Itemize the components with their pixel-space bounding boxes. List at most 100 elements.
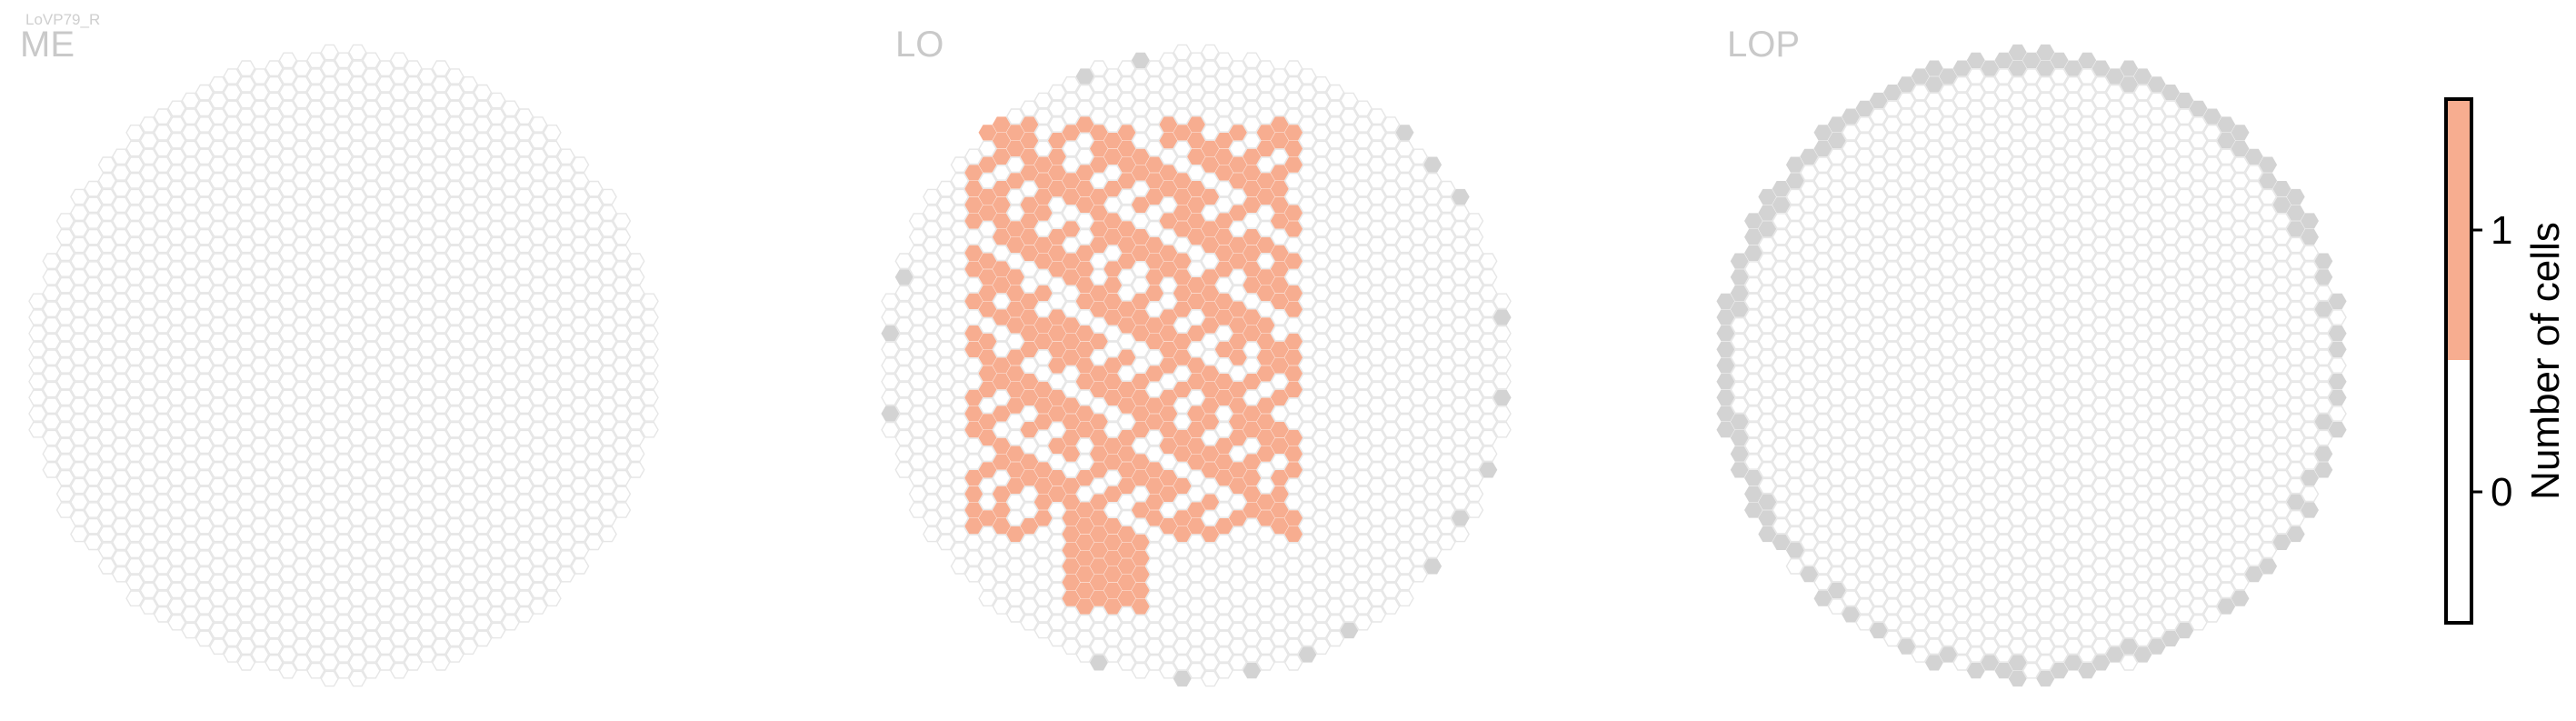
hex-column	[375, 542, 395, 558]
hex-column	[1423, 381, 1443, 398]
hex-column	[459, 124, 478, 141]
hex-column-count-1	[1159, 165, 1178, 181]
hex-column	[70, 236, 89, 254]
hex-column	[1938, 325, 1958, 342]
hex-column	[1144, 301, 1164, 317]
colorbar-title: Number of cells	[2523, 222, 2568, 500]
hex-column-edge	[1827, 582, 1846, 598]
hex-column	[55, 213, 75, 229]
hex-column	[1103, 646, 1123, 663]
hex-column	[1312, 494, 1331, 510]
hex-column	[2022, 245, 2042, 262]
hex-column	[1924, 381, 1944, 398]
hex-column	[570, 397, 590, 414]
hex-column	[2077, 486, 2097, 503]
hex-column	[2063, 188, 2083, 205]
hex-column	[1298, 116, 1317, 133]
hex-column	[543, 188, 562, 205]
hex-column	[1882, 502, 1902, 518]
hex-column	[1312, 75, 1331, 93]
hex-column	[501, 421, 520, 438]
hex-column	[543, 574, 562, 591]
hex-column	[1367, 429, 1387, 446]
hex-column	[459, 542, 478, 558]
hex-column-count-1	[1284, 156, 1303, 173]
hex-column	[2036, 574, 2055, 591]
hex-column	[1325, 116, 1345, 133]
hex-column	[1966, 421, 1986, 438]
hex-column	[404, 188, 423, 205]
hex-column	[950, 526, 970, 543]
hex-column-count-1	[1006, 397, 1025, 414]
hex-column	[292, 269, 312, 285]
hex-column	[1952, 381, 1972, 398]
hex-column	[334, 582, 354, 599]
hex-column	[1772, 357, 1791, 374]
hex-column	[964, 566, 983, 583]
hex-column	[1464, 454, 1484, 470]
hex-column	[2258, 317, 2278, 334]
hex-column	[1103, 406, 1123, 422]
hex-column-count-1	[1006, 317, 1025, 334]
hex-column-count-1	[1103, 181, 1123, 197]
hex-column	[2147, 381, 2166, 398]
hex-column	[1144, 60, 1164, 77]
hex-column	[543, 236, 562, 254]
hex-column	[2119, 606, 2139, 623]
hex-column	[375, 156, 395, 174]
hex-column	[2022, 165, 2042, 181]
hex-column	[1479, 269, 1498, 285]
hex-column-count-1	[1006, 349, 1025, 366]
hex-column	[626, 429, 645, 446]
hex-column-count-1	[1117, 125, 1136, 141]
hex-column	[556, 180, 576, 197]
hex-column	[1869, 462, 1888, 478]
hex-column	[1479, 301, 1498, 317]
hex-column	[2231, 236, 2250, 254]
hex-column	[2092, 414, 2111, 430]
hex-column	[445, 421, 464, 438]
hex-column	[292, 526, 312, 543]
hex-column	[950, 477, 970, 495]
hex-column-edge	[1493, 309, 1512, 325]
hex-column	[292, 75, 312, 93]
hex-column	[1367, 606, 1387, 623]
hex-column	[1144, 622, 1164, 639]
hex-column	[1340, 349, 1359, 366]
hex-column	[417, 276, 437, 294]
hex-column	[2050, 437, 2069, 455]
hex-column	[1952, 108, 1972, 125]
hex-column	[320, 44, 339, 61]
hex-column	[1911, 196, 1930, 214]
hex-column	[1075, 84, 1094, 101]
hex-column-count-1	[1187, 437, 1205, 454]
hex-column	[265, 301, 284, 317]
hex-column	[1882, 389, 1902, 406]
hex-column	[292, 236, 312, 254]
hex-column	[2147, 446, 2166, 462]
hex-column	[306, 469, 325, 486]
hex-column	[1047, 566, 1067, 583]
hex-column	[278, 261, 298, 277]
hex-column-edge	[2175, 92, 2194, 109]
hex-column	[445, 148, 464, 165]
hex-column	[1924, 414, 1944, 430]
hex-column	[181, 606, 200, 623]
hex-column	[362, 132, 381, 149]
hex-column	[1367, 333, 1387, 350]
hex-column	[1186, 309, 1206, 325]
hex-column	[1353, 406, 1373, 422]
hex-column	[55, 309, 75, 325]
hex-column	[543, 285, 562, 302]
hex-column	[1312, 510, 1331, 526]
hex-column	[1186, 261, 1206, 277]
hex-column	[2119, 366, 2139, 382]
hex-column-count-1	[1006, 173, 1025, 189]
hex-column	[125, 574, 145, 591]
hex-column-edge	[2217, 133, 2236, 149]
hex-column	[1897, 542, 1916, 558]
hex-column	[265, 205, 284, 222]
hex-column	[1785, 477, 1805, 495]
hex-column	[265, 542, 284, 558]
hex-column	[2119, 446, 2139, 462]
